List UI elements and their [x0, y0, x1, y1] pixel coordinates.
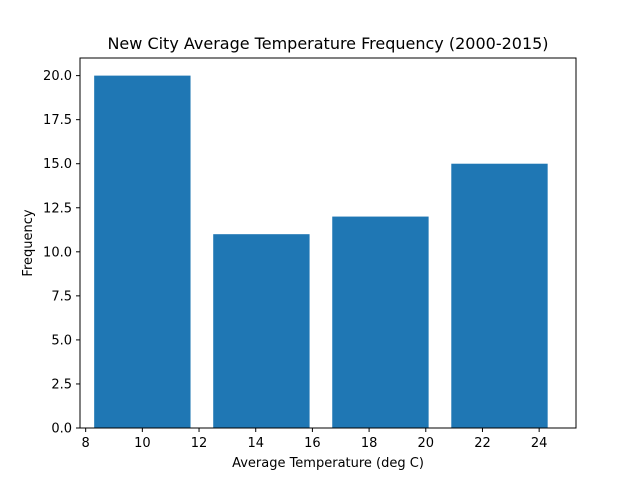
y-tick-label: 15.0	[43, 157, 72, 172]
y-tick-label: 7.5	[51, 289, 72, 304]
plot-frame	[79, 57, 577, 429]
chart-title: New City Average Temperature Frequency (…	[107, 34, 548, 53]
bars-group	[94, 75, 548, 429]
bar-2	[213, 234, 310, 428]
bar-4	[451, 163, 548, 428]
x-tick-label: 18	[361, 436, 378, 451]
x-tick-label: 16	[304, 436, 321, 451]
y-tick-label: 10.0	[43, 245, 72, 260]
y-tick-label: 12.5	[43, 201, 72, 216]
x-tick-label: 20	[418, 436, 435, 451]
x-tick-label: 10	[134, 436, 151, 451]
bar-3	[332, 216, 429, 428]
y-tick-label: 17.5	[43, 113, 72, 128]
y-tick-label: 2.5	[51, 377, 72, 392]
x-tick-label: 14	[247, 436, 264, 451]
x-axis-ticks: 8 10 12 14 16 18 20 22 24	[82, 428, 548, 451]
y-axis-ticks: 0.0 2.5 5.0 7.5 10.0 12.5 15.0 17.5 20.0	[43, 69, 80, 437]
y-tick-label: 0.0	[51, 422, 72, 437]
x-axis-label: Average Temperature (deg C)	[232, 456, 424, 471]
x-tick-label: 24	[531, 436, 548, 451]
x-tick-label: 12	[191, 436, 208, 451]
bar-1	[94, 75, 191, 429]
y-tick-label: 5.0	[51, 333, 72, 348]
x-tick-label: 22	[474, 436, 491, 451]
y-axis-label: Frequency	[21, 209, 36, 276]
x-tick-label: 8	[82, 436, 90, 451]
y-tick-label: 20.0	[43, 69, 72, 84]
